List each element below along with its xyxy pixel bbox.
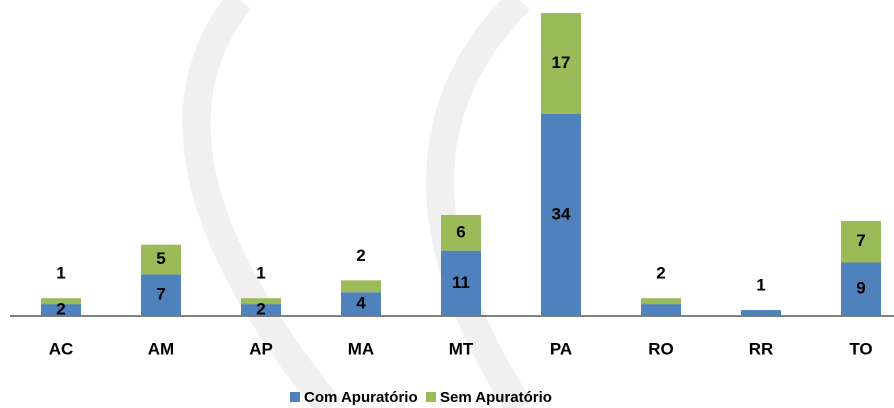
bar-segment [41, 298, 81, 305]
x-tick-label: PA [550, 339, 572, 358]
bar-segment [441, 250, 481, 316]
bar-segment [441, 215, 481, 251]
bar-segment [141, 244, 181, 275]
data-label: 4 [356, 294, 366, 313]
bar-segment [141, 274, 181, 316]
data-label: 34 [552, 204, 571, 223]
legend-label: Sem Apuratório [440, 389, 552, 406]
background-arc [182, 0, 341, 408]
x-tick-label: AC [49, 339, 74, 358]
data-label: 2 [256, 300, 265, 319]
legend-swatch [426, 392, 436, 402]
data-label: 7 [856, 231, 865, 250]
data-label: 5 [156, 249, 165, 268]
bar-segment [841, 220, 881, 263]
bar-segment [841, 262, 881, 316]
x-tick-label: RR [749, 339, 774, 358]
x-tick-label: TO [849, 339, 872, 358]
bar-segment [241, 298, 281, 305]
bar-segment [341, 280, 381, 293]
x-tick-label: AP [249, 339, 273, 358]
data-label: 1 [256, 264, 265, 283]
bar-segment [341, 292, 381, 316]
bar-segment [541, 13, 581, 114]
data-label: 2 [356, 246, 365, 265]
x-tick-label: RO [648, 339, 674, 358]
bar-segment [41, 304, 81, 316]
legend-swatch [290, 392, 300, 402]
data-label: 9 [856, 279, 865, 298]
bar-segment [641, 298, 681, 305]
bar-segment [541, 114, 581, 316]
data-label: 17 [552, 53, 571, 72]
bar-segment [241, 304, 281, 316]
bar-segment [741, 310, 781, 316]
x-tick-label: MA [348, 339, 374, 358]
bar-segment [641, 304, 681, 316]
data-label: 1 [56, 264, 65, 283]
data-label: 6 [456, 222, 465, 241]
background-arc [426, 0, 532, 408]
data-label: 7 [156, 285, 165, 304]
data-label: 1 [756, 276, 765, 295]
data-label: 11 [452, 273, 470, 292]
legend-label: Com Apuratório [304, 389, 418, 406]
data-label: 2 [656, 264, 665, 283]
x-tick-label: MT [449, 339, 474, 358]
x-tick-label: AM [148, 339, 174, 358]
data-label: 2 [56, 300, 65, 319]
